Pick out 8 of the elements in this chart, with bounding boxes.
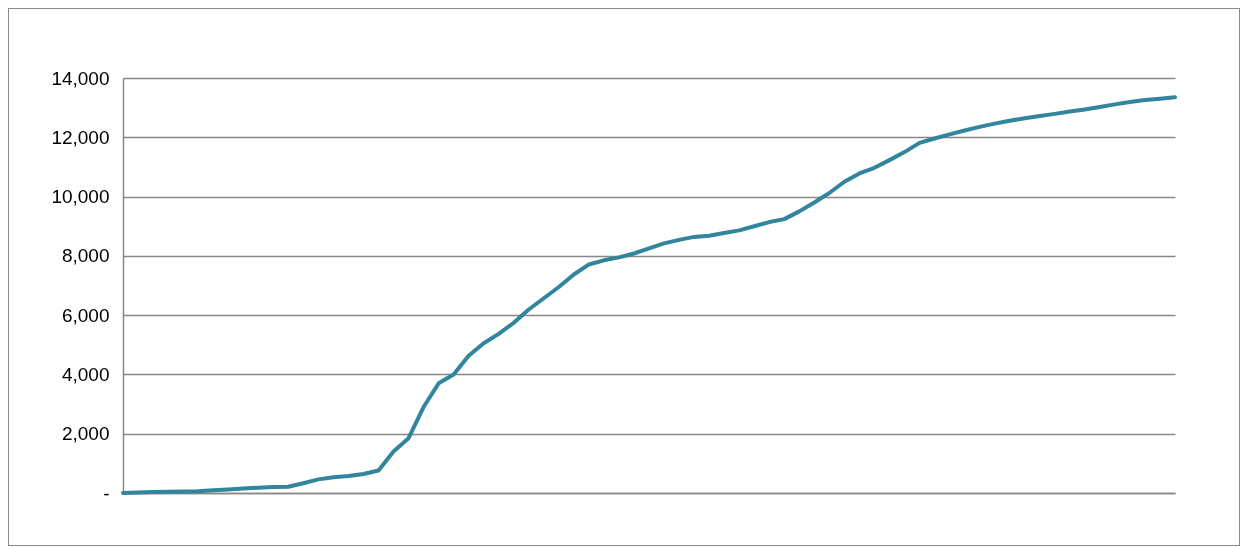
- y-tick-label: 10,000: [51, 186, 110, 208]
- y-tick-label: 6,000: [61, 304, 110, 326]
- y-tick-label: 14,000: [51, 67, 110, 89]
- y-tick-label: 2,000: [61, 423, 110, 445]
- y-tick-label: 8,000: [61, 245, 110, 267]
- y-tick-label: 12,000: [51, 126, 110, 148]
- y-tick-label: -: [103, 482, 110, 504]
- y-tick-label: 4,000: [61, 363, 110, 385]
